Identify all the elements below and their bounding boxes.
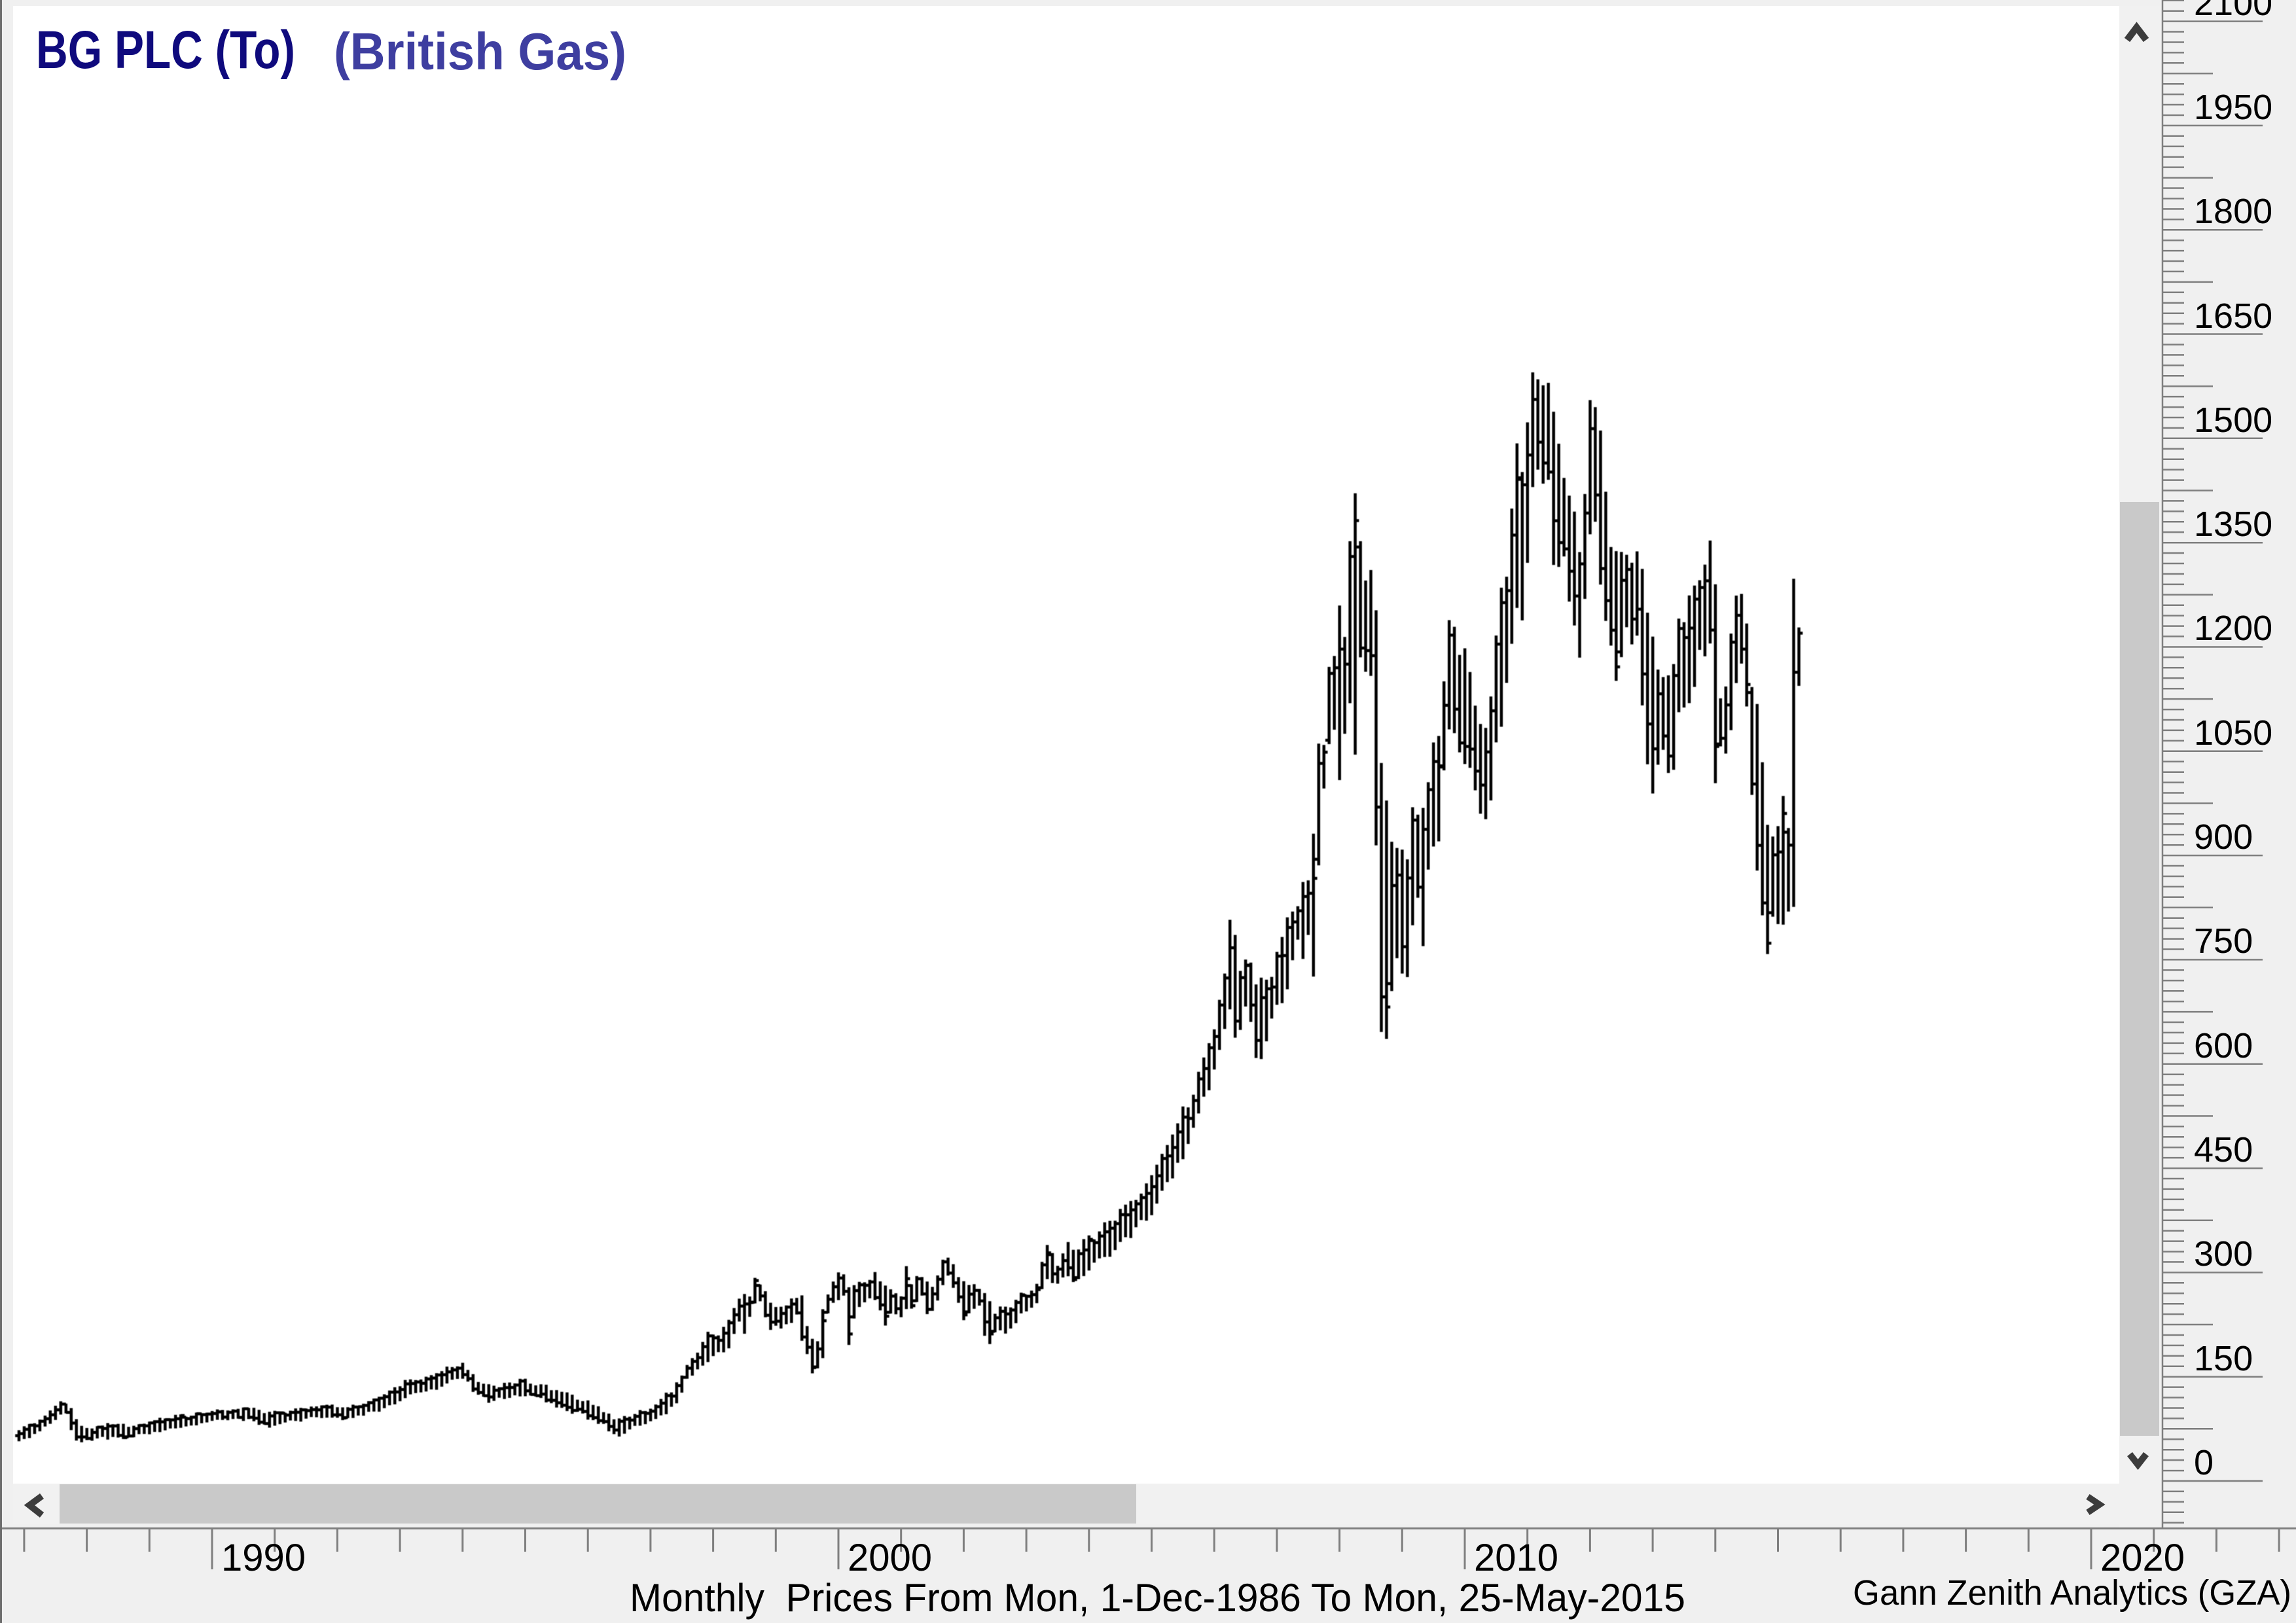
- svg-text:2020: 2020: [2100, 1537, 2185, 1579]
- svg-text:1800: 1800: [2194, 192, 2272, 231]
- svg-text:900: 900: [2194, 817, 2253, 857]
- svg-text:1650: 1650: [2194, 296, 2272, 336]
- svg-text:1990: 1990: [221, 1537, 306, 1579]
- svg-text:BG PLC (To): BG PLC (To): [36, 20, 295, 80]
- svg-text:300: 300: [2194, 1234, 2253, 1274]
- svg-text:Gann Zenith Analytics (GZA): Gann Zenith Analytics (GZA): [1853, 1573, 2291, 1613]
- svg-text:750: 750: [2194, 921, 2253, 961]
- svg-text:150: 150: [2194, 1339, 2253, 1378]
- svg-text:1500: 1500: [2194, 401, 2272, 440]
- svg-text:450: 450: [2194, 1130, 2253, 1169]
- svg-text:1200: 1200: [2194, 609, 2272, 648]
- svg-text:0: 0: [2194, 1443, 2214, 1482]
- svg-text:Monthly Prices From Mon, 1-De: Monthly Prices From Mon, 1-Dec-1986 To M…: [630, 1576, 1685, 1620]
- svg-text:600: 600: [2194, 1026, 2253, 1065]
- svg-text:1350: 1350: [2194, 505, 2272, 544]
- svg-text:(British Gas): (British Gas): [334, 22, 626, 80]
- svg-text:2000: 2000: [848, 1537, 932, 1579]
- svg-text:1050: 1050: [2194, 713, 2272, 753]
- svg-text:2100: 2100: [2194, 0, 2272, 23]
- svg-text:1950: 1950: [2194, 88, 2272, 127]
- svg-text:2010: 2010: [1474, 1537, 1558, 1579]
